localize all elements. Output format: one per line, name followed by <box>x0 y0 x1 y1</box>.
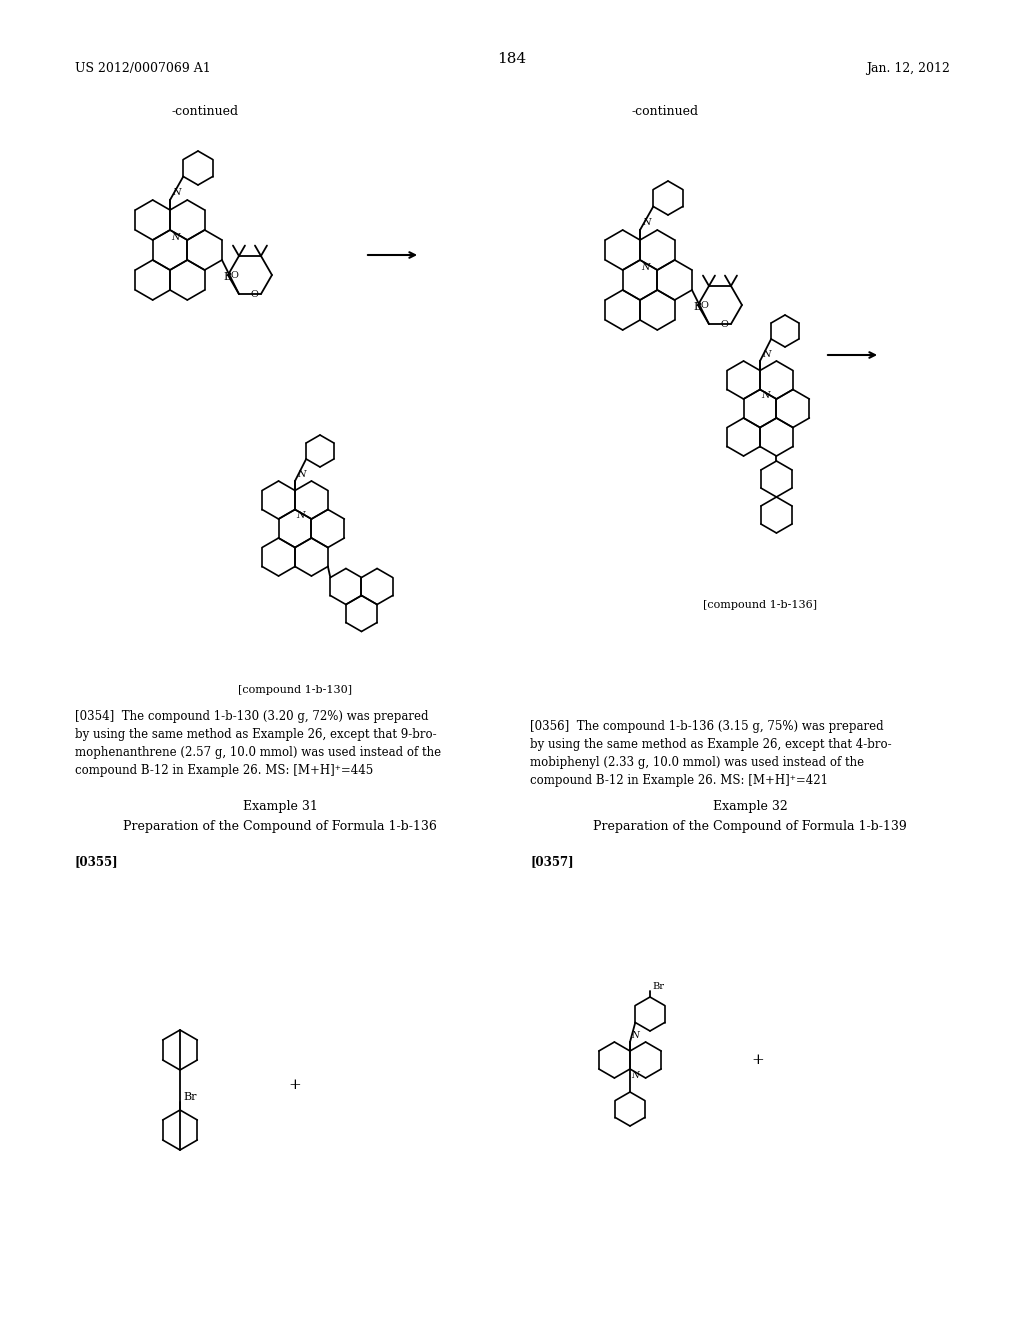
Text: B: B <box>223 272 231 282</box>
Text: N: N <box>761 392 769 400</box>
Text: O: O <box>231 271 239 280</box>
Text: N: N <box>172 187 180 197</box>
Text: +: + <box>752 1053 764 1067</box>
Text: N: N <box>171 234 179 242</box>
Text: O: O <box>250 289 258 298</box>
Text: N: N <box>631 1031 639 1040</box>
Text: -continued: -continued <box>171 106 239 117</box>
Text: N: N <box>296 511 304 520</box>
Text: Preparation of the Compound of Formula 1-b-139: Preparation of the Compound of Formula 1… <box>593 820 907 833</box>
Text: [compound 1-b-130]: [compound 1-b-130] <box>238 685 352 696</box>
Text: Jan. 12, 2012: Jan. 12, 2012 <box>866 62 950 75</box>
Text: Br: Br <box>183 1092 197 1102</box>
Text: N: N <box>297 470 305 479</box>
Text: US 2012/0007069 A1: US 2012/0007069 A1 <box>75 62 211 75</box>
Text: N: N <box>762 350 770 359</box>
Text: Example 32: Example 32 <box>713 800 787 813</box>
Text: [0356]  The compound 1-b-136 (3.15 g, 75%) was prepared
by using the same method: [0356] The compound 1-b-136 (3.15 g, 75%… <box>530 719 892 787</box>
Text: Example 31: Example 31 <box>243 800 317 813</box>
Text: [compound 1-b-136]: [compound 1-b-136] <box>702 601 817 610</box>
Text: Preparation of the Compound of Formula 1-b-136: Preparation of the Compound of Formula 1… <box>123 820 437 833</box>
Text: [0354]  The compound 1-b-130 (3.20 g, 72%) was prepared
by using the same method: [0354] The compound 1-b-130 (3.20 g, 72%… <box>75 710 441 777</box>
Text: [0357]: [0357] <box>530 855 573 869</box>
Text: N: N <box>631 1071 639 1080</box>
Text: O: O <box>701 301 709 309</box>
Text: O: O <box>720 319 728 329</box>
Text: N: N <box>642 218 650 227</box>
Text: [0355]: [0355] <box>75 855 119 869</box>
Text: +: + <box>289 1078 301 1092</box>
Text: N: N <box>641 263 649 272</box>
Text: Br: Br <box>652 982 664 991</box>
Text: 184: 184 <box>498 51 526 66</box>
Text: -continued: -continued <box>632 106 698 117</box>
Text: B: B <box>693 302 701 312</box>
